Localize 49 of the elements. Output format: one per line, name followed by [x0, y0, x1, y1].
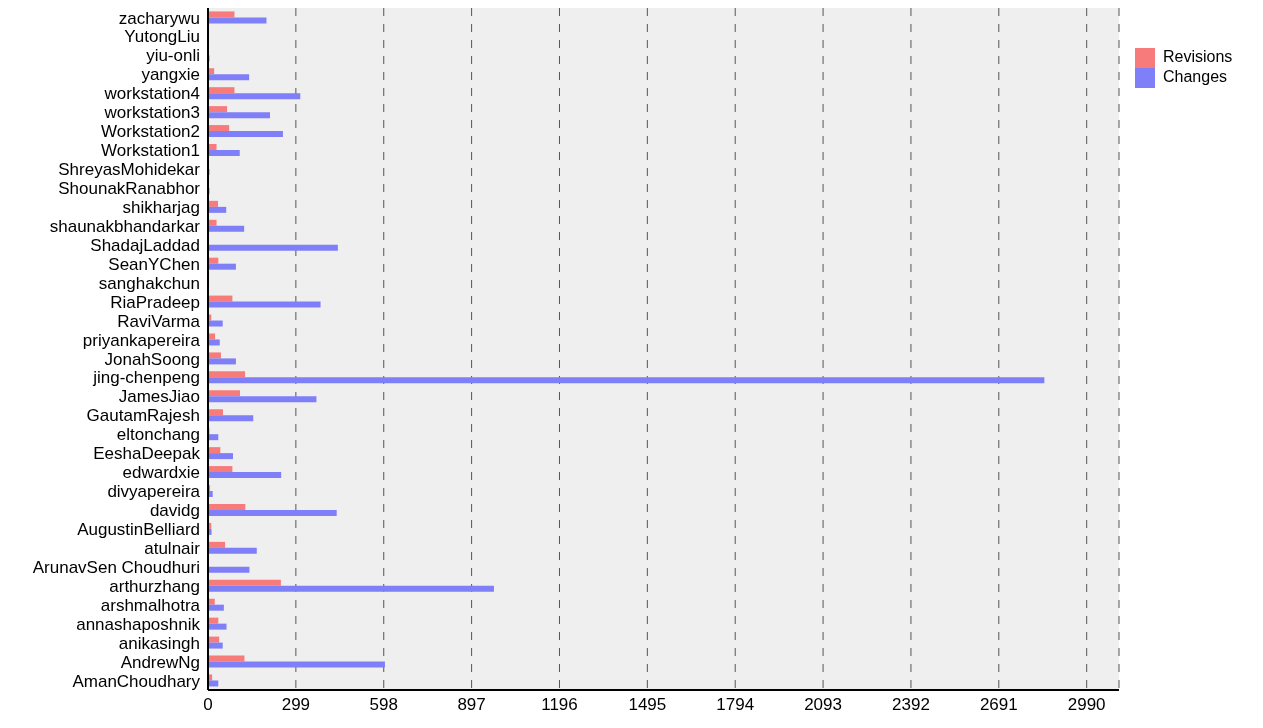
y-tick-label: Workstation1 [101, 141, 200, 161]
y-tick-label: JonahSoong [104, 349, 200, 369]
y-tick-label: jing-chenpeng [92, 368, 200, 388]
y-tick-label: JamesJiao [118, 387, 200, 407]
y-tick-label: workstation4 [103, 84, 200, 104]
y-tick-label: sanghakchun [98, 273, 200, 293]
y-tick-label: atulnair [144, 538, 201, 558]
x-tick-label: 897 [457, 695, 486, 715]
y-tick-label: yiu-onli [146, 46, 200, 66]
y-tick-label: GautamRajesh [86, 406, 200, 426]
x-tick-label: 2392 [892, 695, 930, 715]
y-tick-label: AugustinBelliard [77, 520, 200, 540]
x-tick-label: 598 [369, 695, 398, 715]
y-tick-label: SeanYChen [108, 254, 200, 274]
y-tick-label: shikharjag [122, 197, 200, 217]
x-tick-label: 299 [281, 695, 311, 715]
x-tick-label: 0 [203, 695, 213, 715]
y-tick-label: davidg [149, 501, 200, 521]
y-tick-label: RiaPradeep [110, 292, 200, 312]
x-tick-label: 2093 [804, 695, 842, 715]
y-tick-label: divyapereira [107, 482, 201, 502]
x-tick-label: 2990 [1067, 695, 1106, 715]
y-tick-label: YutongLiu [124, 27, 200, 47]
y-tick-label: annashaposhnik [76, 614, 201, 634]
y-tick-label: RaviVarma [117, 311, 201, 331]
legend-label: Revisions [1163, 48, 1233, 66]
y-tick-label: arshmalhotra [100, 595, 201, 615]
x-tick-label: 1495 [628, 695, 667, 715]
y-tick-label: Workstation2 [101, 122, 200, 142]
y-tick-label: eltonchang [116, 425, 200, 445]
y-tick-label: yangxie [141, 65, 200, 85]
y-tick-label: AndrewNg [120, 652, 200, 672]
x-tick-label: 1196 [541, 695, 578, 715]
y-tick-label: shaunakbhandarkar [49, 216, 201, 236]
y-tick-label: zacharywu [118, 8, 200, 28]
y-tick-label: ShreyasMohidekar [58, 160, 201, 180]
y-tick-label: EeshaDeepak [93, 444, 201, 464]
x-tick-label: 2691 [979, 695, 1018, 715]
y-tick-label: priyankapereira [82, 330, 201, 350]
y-tick-label: arthurzhang [109, 576, 200, 596]
y-tick-label: edwardxie [122, 463, 200, 483]
legend-label: Changes [1163, 68, 1228, 86]
y-tick-label: workstation3 [103, 103, 200, 123]
y-tick-label: AmanChoudhary [72, 671, 201, 691]
x-tick-label: 1794 [716, 695, 755, 715]
y-tick-label: ArunavSen Choudhuri [32, 557, 200, 577]
y-tick-label: anikasingh [118, 633, 200, 653]
y-tick-label: ShounakRanabhor [58, 179, 201, 199]
y-tick-label: ShadajLaddad [90, 235, 200, 255]
